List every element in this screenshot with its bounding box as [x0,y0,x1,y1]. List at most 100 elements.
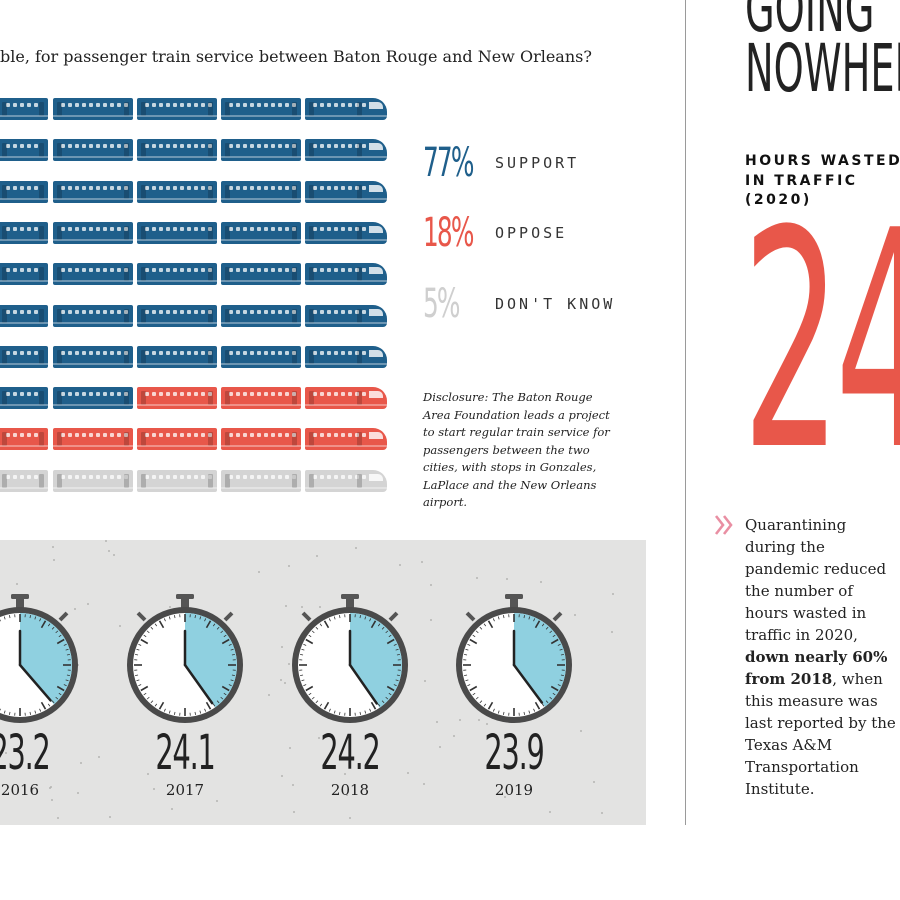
stopwatch-tick [135,654,139,656]
stopwatch-icon [127,594,243,723]
stopwatch-tick [3,616,6,620]
paper-speck [49,786,52,789]
stopwatch-value-label: 24.2 [320,725,381,781]
train-car-icon [0,304,48,327]
paper-speck [170,807,173,810]
oppose-label: OPPOSE [495,224,568,242]
stopwatch-tick [212,703,216,707]
train-row [0,98,390,122]
stopwatch-tick [339,711,341,715]
stopwatch-tick [395,648,399,651]
stopwatch-tick [138,684,142,687]
stopwatch-tick [479,626,483,630]
paper-speck [268,694,271,697]
stopwatch-tick [560,674,564,676]
paper-speck [348,817,351,820]
train-car-icon [0,387,48,410]
paper-speck [611,630,614,633]
stopwatch-tick [549,630,553,634]
stopwatch-tick [174,711,176,715]
stopwatch-side-button [223,611,234,622]
column-divider [685,0,686,825]
stopwatch-tick [58,634,62,638]
stopwatch-tick [545,700,549,704]
stopwatch-icon [292,594,408,723]
paper-speck [50,799,53,802]
paper-speck [549,811,552,814]
stopwatch-tick [364,710,367,714]
train-car-icon [137,98,217,120]
train-engine-icon [305,98,387,120]
train-car-icon [0,469,48,492]
paper-speck [288,663,291,665]
stopwatch-tick [560,654,564,656]
paper-speck [343,772,346,775]
stopwatch-tick [55,696,59,700]
paper-speck [258,570,261,573]
stopwatch-tick [303,684,307,687]
stopwatch-tick [467,684,471,687]
stopwatch-tick [465,648,469,651]
train-car-icon [53,98,133,120]
stopwatch-tick [541,703,545,707]
stopwatch-tick [388,692,392,696]
stopwatch-tick [136,648,140,651]
stopwatch-tick [483,703,487,707]
stopwatch-tick [339,615,341,619]
stopwatch-tick [9,615,11,619]
stopwatch-tick [464,654,468,656]
train-car-icon [221,263,301,286]
stopwatch-tick [150,700,154,704]
stopwatch-tick [559,679,563,682]
train-car-icon [221,469,301,492]
paper-speck [281,645,284,648]
paper-speck [288,565,291,568]
stopwatch-tick [56,638,65,645]
headline-line2: NOWHERE [745,30,900,107]
stopwatch-tick [34,616,37,620]
stopwatch-tick [228,684,232,687]
stopwatch-tick [205,620,212,629]
stopwatch-tick [221,685,230,692]
stopwatch-tick [216,700,220,704]
paper-speck [458,718,461,721]
stopwatch-tick [315,626,319,630]
stopwatch-tick [163,708,166,712]
stopwatch-tick [51,700,55,704]
stopwatch-button [505,594,523,599]
train-car-icon [0,221,48,244]
dont-know-percent: 5% [423,281,460,327]
stopwatch-hand [18,663,52,702]
train-car-icon [53,139,133,162]
stopwatch-tick [301,679,305,682]
stopwatch-tick [395,679,399,682]
train-car-icon [221,345,301,368]
train-car-icon [221,304,301,327]
train-row [0,221,390,246]
paper-speck [77,664,80,667]
stopwatch-tick [303,643,307,646]
stopwatch-tick [136,679,140,682]
paper-speck [539,580,542,583]
stopwatch-tick [216,626,220,630]
stopwatch-tick [364,616,367,620]
train-car-icon [137,387,217,410]
train-car-icon [53,428,133,451]
hours-wasted-number: 24 [742,167,900,516]
stopwatch-elapsed-wedge [20,613,73,705]
stopwatch-side-button [388,611,399,622]
stopwatch-tick [65,679,69,682]
stopwatch-tick [212,623,216,627]
stopwatch-tick [492,618,495,622]
stopwatch-tick [465,679,469,682]
stopwatch-crown [16,598,24,610]
stopwatch-side-button [58,611,69,622]
headline-line1: GOING [745,0,875,47]
train-car-icon [221,98,301,120]
train-car-icon [53,469,133,492]
train-car-icon [0,139,48,162]
paper-speck [345,793,348,796]
train-car-icon [137,345,217,368]
stopwatch-tick [549,696,553,700]
